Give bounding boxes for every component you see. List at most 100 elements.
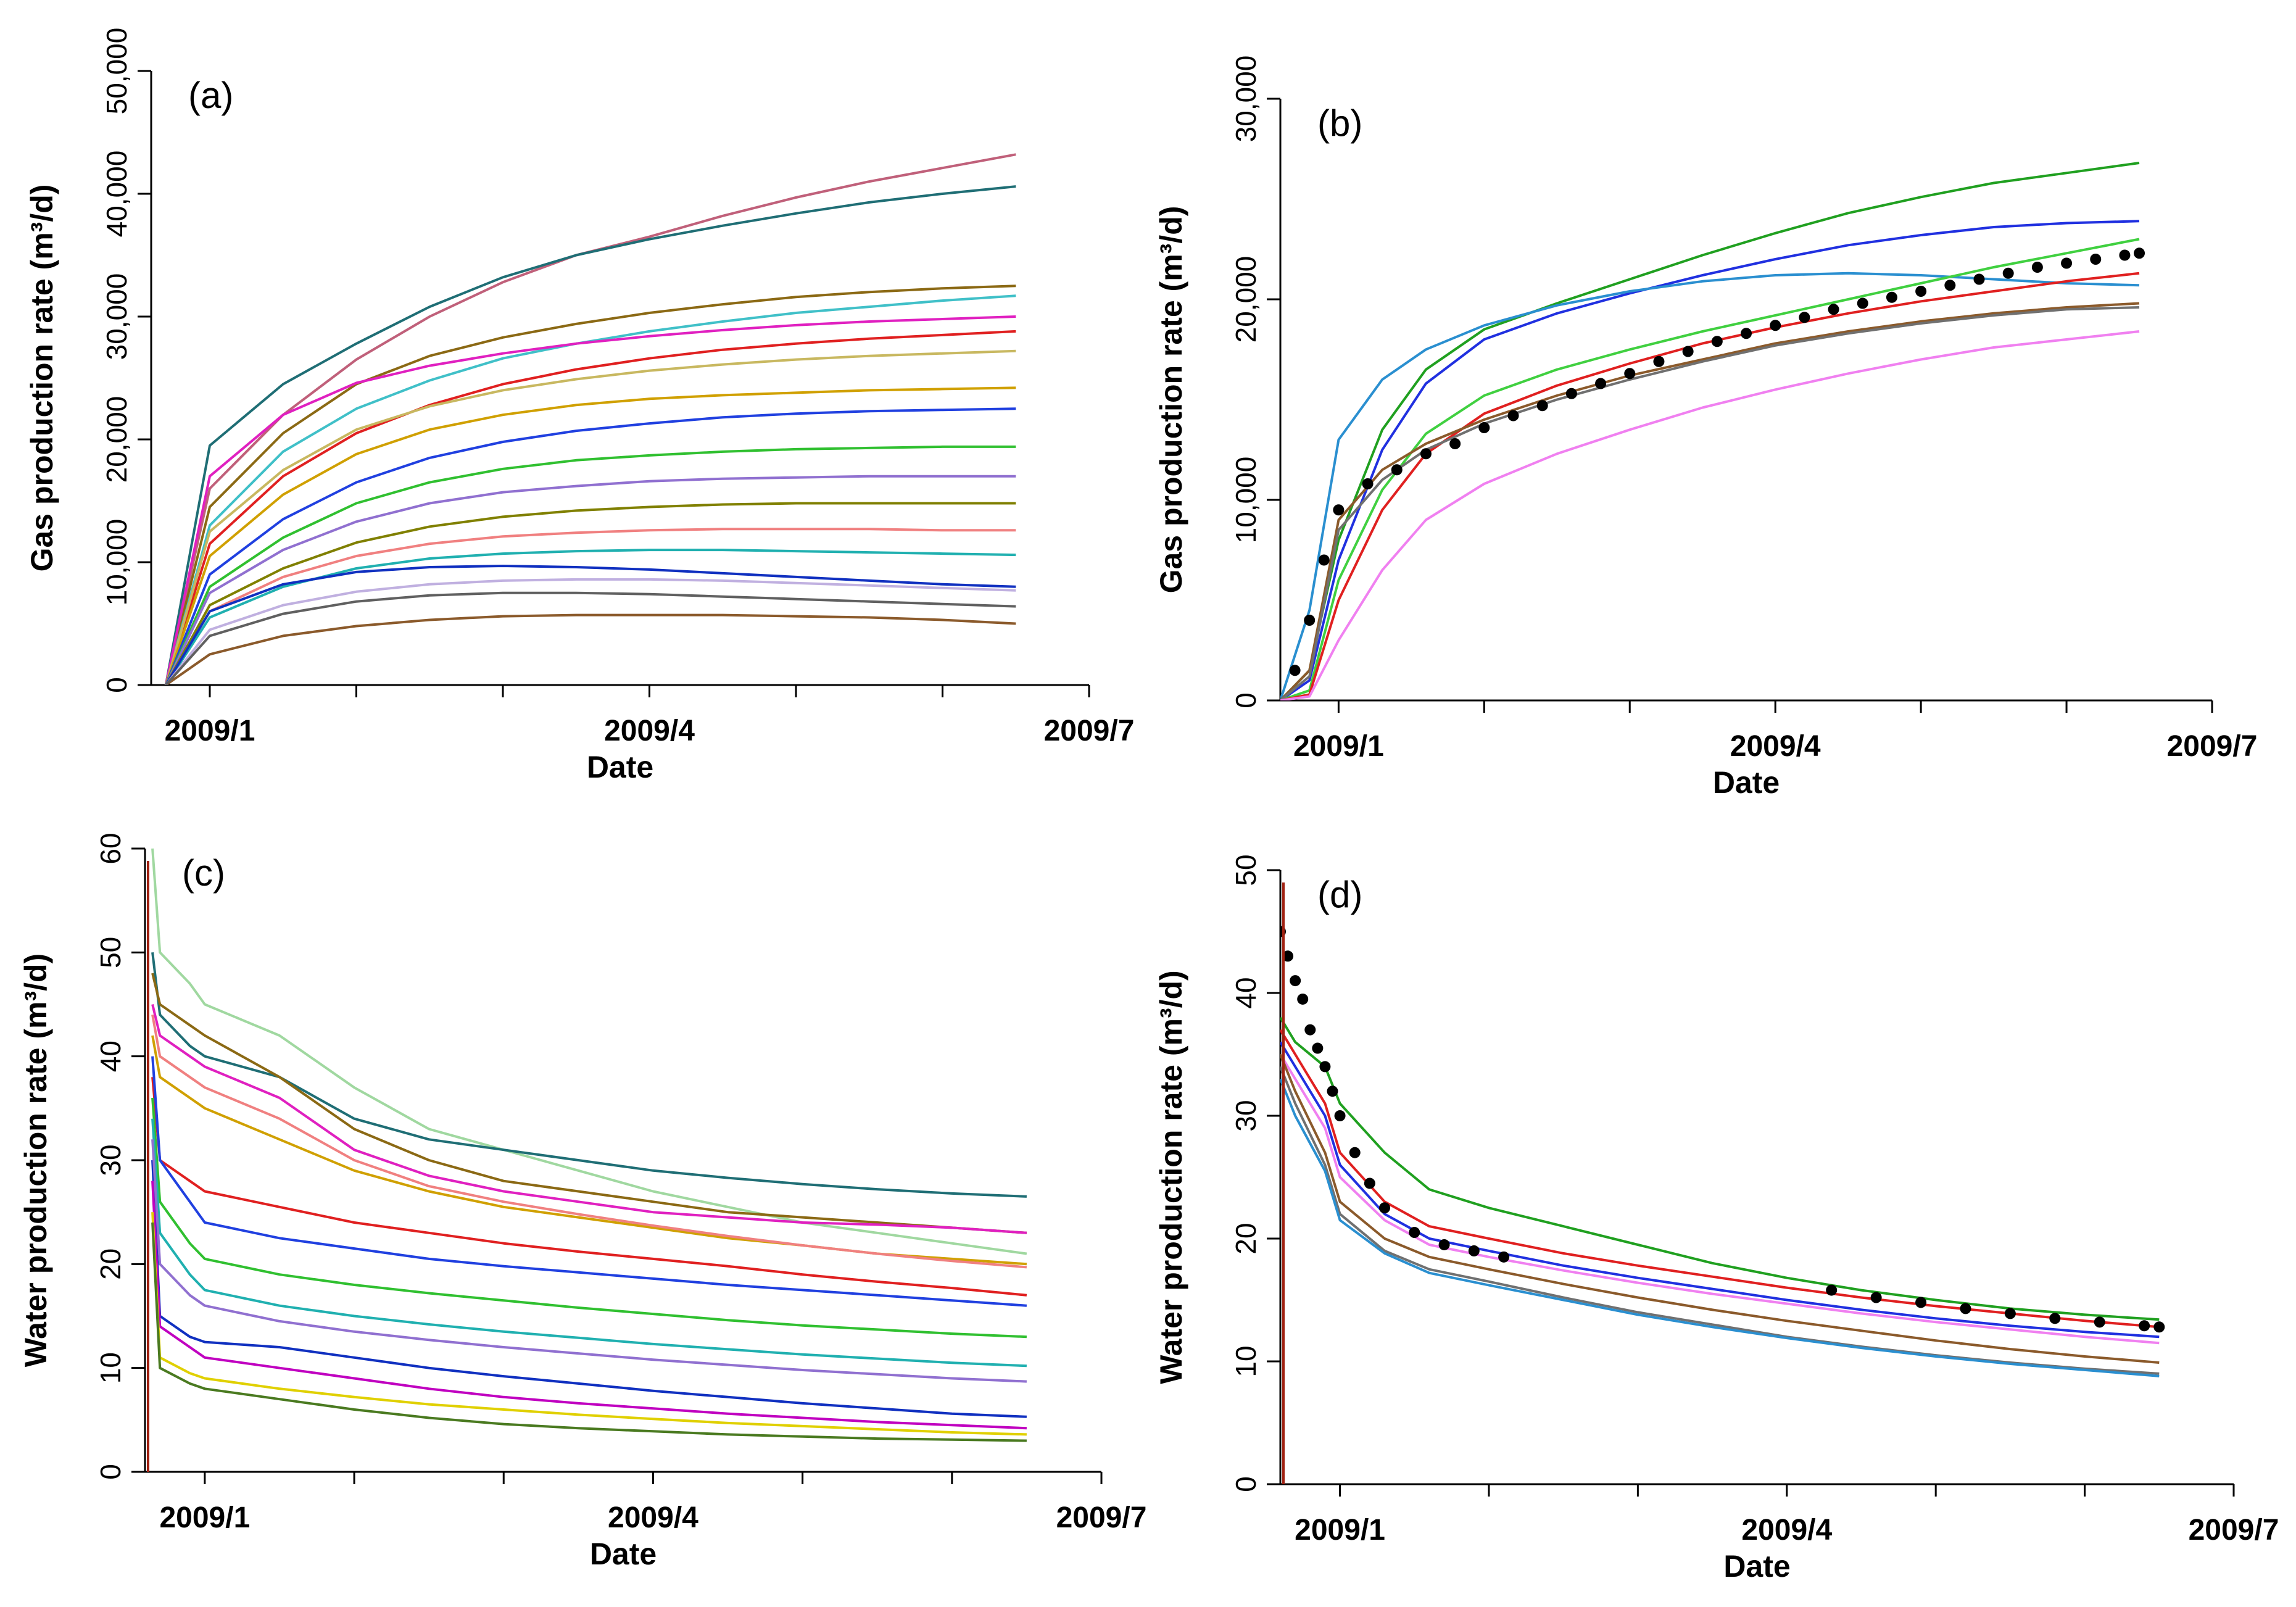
observed-point (2119, 249, 2131, 261)
observed-point (1319, 1061, 1331, 1073)
series-line-run-grey (1280, 306, 2140, 700)
plot-area (164, 153, 1016, 685)
x-tick-label: 2009/1 (159, 1501, 250, 1534)
y-tick-label: 0 (1230, 692, 1262, 708)
series-line-run-9 (164, 407, 1016, 685)
y-tick-label: 30,000 (101, 273, 133, 360)
panel-label: (d) (1317, 874, 1362, 915)
series-line-run-16 (165, 578, 1016, 685)
x-tick-label: 2009/4 (608, 1501, 698, 1534)
y-tick-label: 20 (94, 1248, 126, 1280)
observed-point (1282, 950, 1294, 962)
series-line-run-17 (165, 613, 1016, 685)
series-line-run-15 (165, 565, 1016, 685)
series-line-run-6 (151, 1077, 1027, 1297)
observed-point (1438, 1239, 1450, 1250)
series-line-run-red (1280, 272, 2140, 700)
observed-point (1364, 1177, 1375, 1189)
series-line-run-8 (164, 386, 1016, 685)
observed-point (1682, 346, 1694, 357)
observed-point (2090, 254, 2102, 265)
observed-point (2061, 257, 2073, 269)
x-axis-title: Date (1723, 1549, 1790, 1584)
series-line-run-green-top (1280, 162, 2140, 700)
observed-point (1653, 355, 1665, 367)
panel-label: (a) (188, 75, 233, 116)
series-line-run-brown (1280, 302, 2140, 700)
observed-point (1334, 1110, 1346, 1121)
observed-point (1304, 615, 1316, 626)
y-tick-label: 40 (94, 1040, 126, 1072)
observed-point (2004, 1308, 2016, 1319)
series-line-run-green (1280, 1016, 2160, 1321)
y-tick-label: 20,000 (101, 396, 133, 483)
y-tick-label: 10 (94, 1352, 126, 1384)
observed-point (1741, 328, 1752, 339)
observed-point (1828, 304, 1839, 315)
y-tick-label: 0 (94, 1464, 126, 1480)
x-tick-label: 2009/4 (1741, 1514, 1832, 1547)
series-line-run-skyblue (1280, 1078, 2160, 1377)
x-tick-label: 2009/4 (1730, 730, 1821, 763)
observed-point (1799, 312, 1810, 323)
y-tick-label: 0 (101, 677, 133, 693)
observed-point (1420, 448, 1432, 460)
observed-point (2031, 262, 2043, 273)
series-line-run-13 (151, 1222, 1027, 1442)
observed-point (1915, 1297, 1927, 1308)
x-tick-label: 2009/1 (1293, 730, 1384, 763)
y-tick-label: 40,000 (101, 151, 133, 238)
series-line-run-skyblue (1280, 272, 2140, 700)
y-tick-label: 30 (94, 1144, 126, 1176)
observed-point (1468, 1245, 1480, 1256)
y-axis-title: Gas production rate (m³/d) (1154, 206, 1188, 594)
series-line-run-3 (164, 284, 1016, 685)
series-line-run-7 (151, 1056, 1027, 1307)
observed-point (1362, 478, 1374, 489)
observed-point (1536, 400, 1548, 412)
observed-point (1770, 320, 1781, 331)
observed-point (1624, 368, 1636, 380)
series-line-run-14 (151, 1139, 1027, 1383)
x-tick-label: 2009/1 (165, 715, 255, 747)
observed-point (1944, 280, 1956, 291)
observed-point (1290, 975, 1301, 987)
observed-point (2134, 247, 2145, 259)
series-line-run-18 (165, 591, 1016, 685)
panel-label: (b) (1317, 102, 1362, 144)
series-line-run-pink (1280, 330, 2140, 700)
series-line-run-1 (164, 153, 1016, 685)
observed-point (2094, 1316, 2105, 1328)
plot-area (1280, 882, 2165, 1484)
series-line-run-red (1280, 1029, 2160, 1329)
observed-point (1886, 291, 1897, 303)
y-tick-label: 10 (1230, 1345, 1262, 1377)
x-tick-label: 2009/7 (1056, 1501, 1147, 1534)
x-axis-title: Date (590, 1537, 657, 1571)
y-axis-title: Water production rate (m³/d) (19, 953, 53, 1367)
series-line-run-12 (165, 502, 1016, 685)
observed-point (1498, 1251, 1510, 1263)
series-line-run-4 (151, 1004, 1027, 1234)
series-line-run-11 (164, 475, 1016, 685)
observed-point (1289, 665, 1301, 676)
observed-point (1304, 1024, 1316, 1036)
x-tick-label: 2009/7 (2167, 730, 2258, 763)
observed-point (1327, 1086, 1338, 1097)
observed-point (1378, 1202, 1390, 1214)
x-axis-title: Date (587, 750, 653, 784)
x-tick-label: 2009/7 (2189, 1514, 2279, 1547)
observed-point (1349, 1147, 1361, 1158)
observed-point (1857, 297, 1868, 309)
y-tick-label: 10,000 (1230, 457, 1262, 544)
observed-point (1333, 504, 1345, 516)
observed-point (1449, 438, 1461, 449)
series-line-run-brown (1280, 1053, 2160, 1364)
series-line-run-10 (151, 1160, 1027, 1418)
observed-point (1318, 554, 1330, 566)
observed-point (1507, 410, 1519, 421)
series-line-run-14 (165, 549, 1016, 685)
x-tick-label: 2009/1 (1295, 1514, 1385, 1547)
observed-point (1826, 1284, 1838, 1296)
